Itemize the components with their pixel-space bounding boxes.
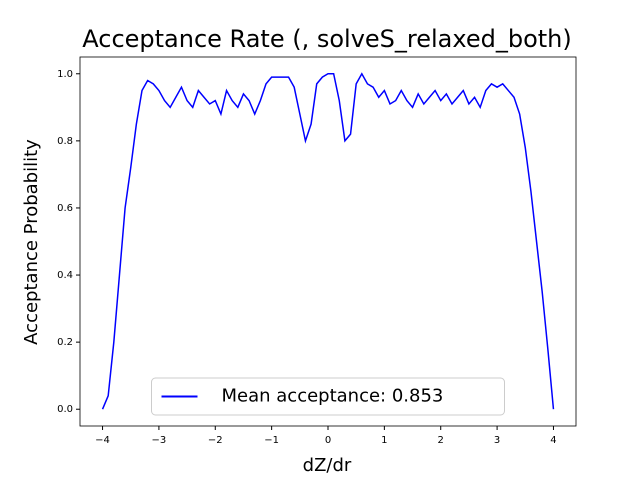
y-tick-label: 0.8 [57,136,73,147]
y-tick-label: 0.2 [57,337,73,348]
y-axis-label: Acceptance Probability [21,139,42,345]
x-tick-label: −2 [208,435,223,446]
y-tick-label: 0.4 [57,270,73,281]
y-tick-label: 0.0 [57,404,73,415]
y-tick-label: 0.6 [57,203,73,214]
chart-title: Acceptance Rate (, solveS_relaxed_both) [82,25,572,53]
data-line [101,72,555,410]
plot-frame [79,56,577,427]
x-tick-label: 4 [550,435,556,446]
legend-label: Mean acceptance: 0.853 [222,386,444,407]
x-tick-label: −4 [95,435,110,446]
y-tick-label: 1.0 [57,69,73,80]
x-tick-label: 1 [381,435,387,446]
x-axis-label: dZ/dr [303,455,352,476]
x-tick-label: 3 [494,435,500,446]
legend-box [151,377,505,416]
x-tick-label: 0 [325,435,331,446]
x-tick-label: 2 [438,435,444,446]
x-tick-label: −3 [152,435,167,446]
x-tick-label: −1 [264,435,279,446]
